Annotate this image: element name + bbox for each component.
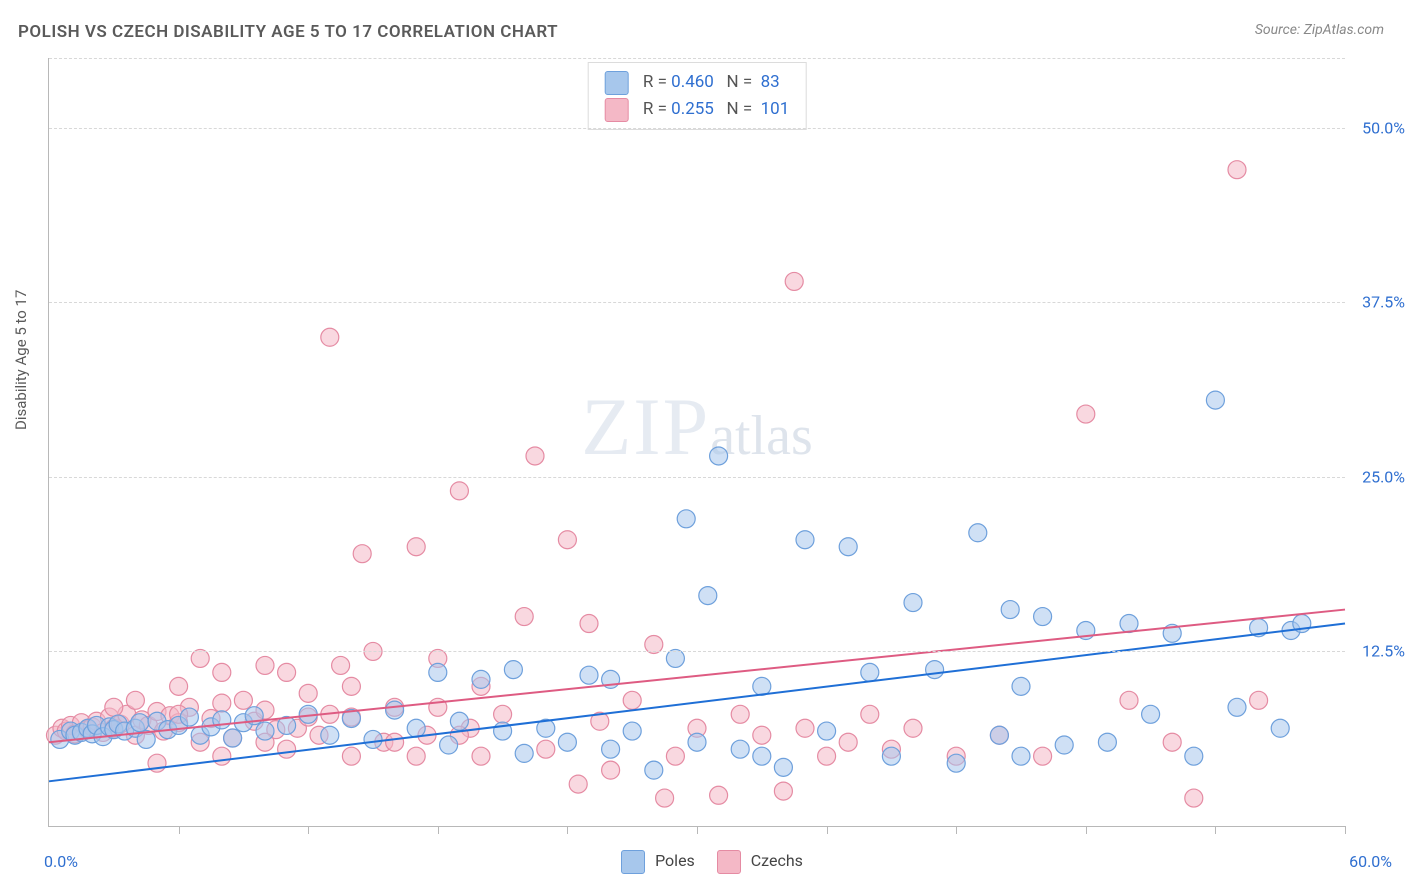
y-tick-label: 37.5% [1362, 293, 1405, 312]
y-tick-label: 50.0% [1362, 118, 1405, 137]
scatter-svg [49, 58, 1345, 826]
chart-title: POLISH VS CZECH DISABILITY AGE 5 TO 17 C… [18, 22, 558, 42]
legend-swatch-poles-icon [621, 850, 645, 874]
legend-swatch-czechs [605, 98, 629, 122]
y-tick-label: 25.0% [1362, 467, 1405, 486]
series-legend: Poles Czechs [0, 850, 1406, 874]
plot-area: ZIPatlas R = 0.460 N = 83 R = 0.255 N = … [48, 58, 1345, 827]
legend-label-poles: Poles [655, 851, 695, 870]
source-label: Source: ZipAtlas.com [1255, 22, 1384, 38]
y-axis-label: Disability Age 5 to 17 [12, 290, 30, 430]
legend-label-czechs: Czechs [751, 851, 803, 870]
legend-row-poles: R = 0.460 N = 83 [605, 69, 790, 96]
legend-swatch-poles [605, 71, 629, 95]
chart-container: POLISH VS CZECH DISABILITY AGE 5 TO 17 C… [0, 0, 1406, 892]
legend-swatch-czechs-icon [717, 850, 741, 874]
correlation-legend: R = 0.460 N = 83 R = 0.255 N = 101 [588, 62, 807, 130]
legend-row-czechs: R = 0.255 N = 101 [605, 96, 790, 123]
y-tick-label: 12.5% [1362, 642, 1405, 661]
